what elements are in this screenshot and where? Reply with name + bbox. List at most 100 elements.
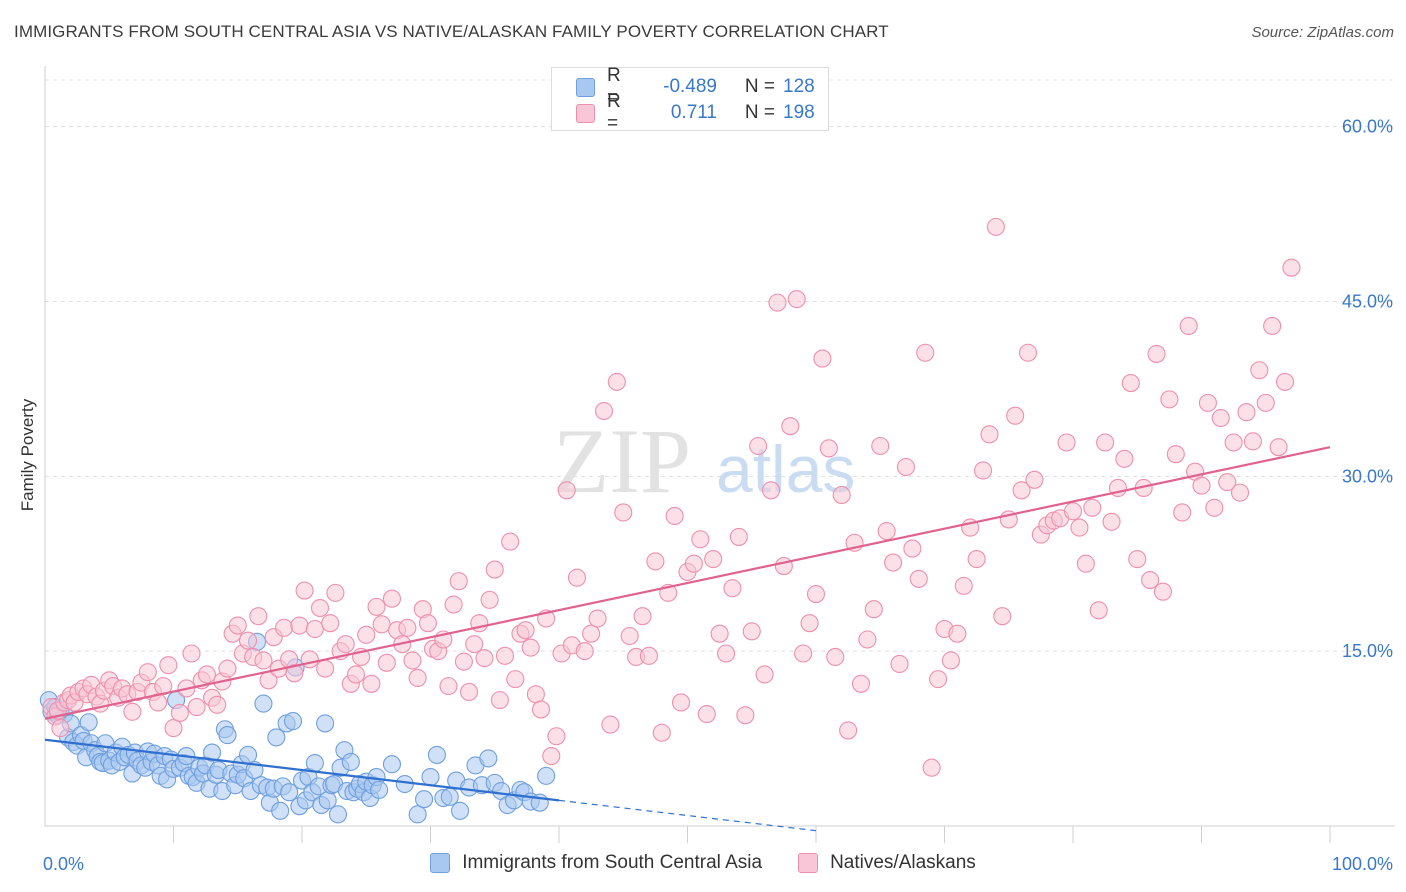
point-natives xyxy=(620,626,639,646)
point-natives xyxy=(813,349,832,368)
point-natives xyxy=(254,651,273,670)
point-natives xyxy=(547,727,566,746)
point-natives xyxy=(567,568,587,587)
point-natives xyxy=(588,609,607,628)
point-natives xyxy=(164,719,183,738)
point-natives xyxy=(408,668,427,688)
point-natives xyxy=(285,664,304,683)
point-natives xyxy=(367,597,386,616)
point-natives xyxy=(526,685,545,704)
point-natives xyxy=(819,439,838,458)
point-natives xyxy=(290,616,309,635)
series-legend: Immigrants from South Central Asia Nativ… xyxy=(0,852,1406,874)
point-natives xyxy=(398,618,417,637)
point-natives xyxy=(249,607,268,626)
point-natives xyxy=(465,635,484,654)
point-natives xyxy=(697,705,716,724)
point-natives xyxy=(170,703,189,722)
point-natives xyxy=(884,553,903,572)
point-natives xyxy=(187,698,206,717)
y-axis-label: Family Poverty xyxy=(18,398,37,512)
point-natives xyxy=(382,589,402,608)
point-natives xyxy=(1166,445,1185,464)
point-natives xyxy=(480,590,499,609)
legend-n-value: 198 xyxy=(783,102,815,123)
point-natives xyxy=(506,670,525,689)
point-natives xyxy=(749,436,768,456)
legend-n-label: N = xyxy=(744,102,775,123)
point-natives xyxy=(787,290,806,309)
point-immigrants xyxy=(218,726,237,745)
trend-line-natives xyxy=(44,446,1331,720)
point-natives xyxy=(736,706,755,725)
point-natives xyxy=(495,646,515,665)
point-natives xyxy=(646,552,665,571)
point-natives xyxy=(832,485,851,505)
point-natives xyxy=(459,682,479,702)
point-natives xyxy=(723,579,742,598)
point-natives xyxy=(1115,449,1134,468)
point-natives xyxy=(607,372,626,391)
point-natives xyxy=(516,621,535,640)
point-natives xyxy=(691,530,710,549)
point-immigrants xyxy=(328,805,348,824)
point-natives xyxy=(1083,498,1102,517)
point-immigrants xyxy=(341,752,360,771)
legend-r-value: 0.711 xyxy=(670,102,717,123)
point-natives xyxy=(871,436,890,456)
tick-labels: 15.0% 30.0% 45.0% 60.0% 0.0% 100.0% xyxy=(43,117,1393,874)
point-immigrants xyxy=(79,713,98,732)
point-natives xyxy=(1224,433,1243,452)
point-natives xyxy=(357,625,376,644)
point-natives xyxy=(665,506,684,525)
legend-r-label: R = xyxy=(607,65,621,108)
point-natives xyxy=(858,630,877,649)
point-natives xyxy=(1102,512,1121,531)
point-natives xyxy=(993,607,1012,626)
point-natives xyxy=(672,693,691,712)
point-natives xyxy=(684,554,703,573)
point-natives xyxy=(362,674,381,693)
point-natives xyxy=(542,747,561,766)
point-natives xyxy=(594,401,614,421)
point-natives xyxy=(501,532,520,551)
point-natives xyxy=(729,527,748,546)
point-natives xyxy=(980,425,999,444)
point-immigrants xyxy=(421,767,440,787)
point-natives xyxy=(954,576,973,595)
point-natives xyxy=(1205,498,1224,517)
point-natives xyxy=(761,481,781,500)
point-natives xyxy=(986,217,1005,236)
point-natives xyxy=(1179,316,1198,335)
point-natives xyxy=(138,663,157,682)
point-natives xyxy=(1121,374,1140,393)
point-natives xyxy=(1250,361,1269,380)
point-natives xyxy=(485,560,504,579)
point-immigrants xyxy=(283,712,303,731)
point-immigrants xyxy=(271,801,290,820)
point-natives xyxy=(475,649,494,668)
point-natives xyxy=(1018,343,1038,362)
point-natives xyxy=(916,343,935,362)
point-natives xyxy=(1198,393,1217,412)
legend-r-value: -0.489 xyxy=(663,76,717,97)
legend-swatch-immigrants xyxy=(430,853,451,873)
point-immigrants xyxy=(238,745,258,764)
x-tick-label: 0.0% xyxy=(43,854,84,874)
point-natives xyxy=(755,665,774,684)
point-natives xyxy=(1160,390,1179,409)
point-natives xyxy=(1089,601,1108,620)
point-immigrants xyxy=(254,694,273,713)
point-natives xyxy=(742,622,761,641)
point-natives xyxy=(839,721,858,740)
point-natives xyxy=(851,674,871,693)
point-natives xyxy=(557,481,576,500)
point-natives xyxy=(922,758,941,777)
point-natives xyxy=(1231,483,1250,502)
point-natives xyxy=(929,670,948,689)
point-natives xyxy=(575,642,594,661)
point-natives xyxy=(218,659,237,678)
point-natives xyxy=(1076,554,1095,573)
point-natives xyxy=(300,650,319,669)
